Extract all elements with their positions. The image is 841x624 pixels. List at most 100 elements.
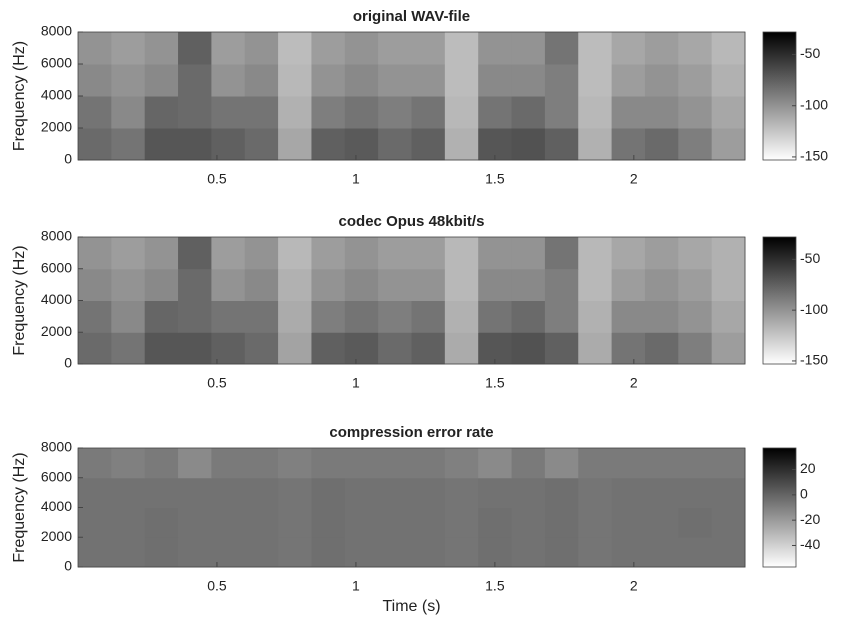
heatmap-cell bbox=[178, 96, 212, 129]
y-tick-label: 8000 bbox=[41, 23, 72, 39]
heatmap-cell bbox=[78, 64, 112, 97]
heatmap-cell bbox=[378, 32, 412, 65]
heatmap-cell bbox=[511, 477, 546, 508]
heatmap-cell bbox=[378, 237, 412, 270]
x-tick-label: 0.5 bbox=[207, 375, 227, 391]
heatmap-cell bbox=[644, 128, 679, 161]
heatmap-cell bbox=[544, 64, 579, 97]
heatmap-cell bbox=[544, 477, 579, 508]
heatmap-cell bbox=[78, 300, 112, 333]
colorbar-tick-label: -150 bbox=[800, 352, 828, 368]
heatmap-cell bbox=[344, 507, 379, 538]
heatmap-cell bbox=[111, 32, 146, 65]
heatmap-cell bbox=[211, 448, 246, 479]
heatmap-cell bbox=[311, 96, 346, 129]
heatmap-cell bbox=[178, 237, 212, 270]
heatmap-cell bbox=[644, 64, 679, 97]
heatmap-cell bbox=[478, 96, 513, 129]
y-tick-label: 4000 bbox=[41, 87, 72, 103]
heatmap-cell bbox=[111, 477, 146, 508]
heatmap-cell bbox=[178, 332, 212, 365]
heatmap-cell bbox=[278, 237, 312, 270]
heatmap-cell bbox=[678, 300, 713, 333]
heatmap-cell bbox=[78, 237, 112, 270]
heatmap-cell bbox=[278, 448, 312, 479]
heatmap-cell bbox=[378, 64, 412, 97]
heatmap-cell bbox=[444, 64, 479, 97]
heatmap-cell bbox=[444, 96, 479, 129]
heatmap-cell bbox=[511, 96, 546, 129]
heatmap-cell bbox=[611, 477, 646, 508]
heatmap-cell bbox=[544, 237, 579, 270]
heatmap-cell bbox=[678, 507, 713, 538]
y-tick-label: 2000 bbox=[41, 323, 72, 339]
heatmap-cell bbox=[678, 32, 713, 65]
heatmap-cell bbox=[678, 128, 713, 161]
heatmap-cell bbox=[411, 477, 446, 508]
heatmap-cell bbox=[244, 268, 279, 301]
heatmap-cell bbox=[111, 332, 146, 365]
heatmap-cell bbox=[711, 268, 746, 301]
colorbar-tick-label: -20 bbox=[800, 511, 820, 527]
heatmap-cell bbox=[278, 96, 312, 129]
heatmap-cell bbox=[211, 96, 246, 129]
heatmap-cell bbox=[211, 32, 246, 65]
heatmap-cell bbox=[78, 448, 112, 479]
heatmap-cell bbox=[511, 300, 546, 333]
heatmap-cell bbox=[678, 237, 713, 270]
heatmap-cell bbox=[411, 268, 446, 301]
heatmap-cell bbox=[644, 477, 679, 508]
colorbar-tick-label: 20 bbox=[800, 460, 816, 476]
heatmap-cell bbox=[478, 507, 513, 538]
heatmap-cell bbox=[444, 477, 479, 508]
heatmap-cell bbox=[644, 237, 679, 270]
heatmap-cell bbox=[511, 64, 546, 97]
heatmap-cell bbox=[478, 237, 513, 270]
heatmap-cell bbox=[411, 448, 446, 479]
y-tick-label: 2000 bbox=[41, 528, 72, 544]
heatmap-cell bbox=[478, 448, 513, 479]
heatmap-cell bbox=[578, 300, 613, 333]
heatmap-cell bbox=[378, 477, 412, 508]
x-axis-label: Time (s) bbox=[382, 598, 440, 615]
heatmap-cell bbox=[678, 332, 713, 365]
heatmap-cell bbox=[444, 300, 479, 333]
heatmap-cell bbox=[578, 96, 613, 129]
heatmap-cell bbox=[644, 32, 679, 65]
colorbar-tick-label: -50 bbox=[800, 250, 820, 266]
y-tick-label: 6000 bbox=[41, 55, 72, 71]
y-tick-label: 0 bbox=[64, 355, 72, 371]
heatmap-cell bbox=[444, 507, 479, 538]
heatmap-cell bbox=[678, 537, 713, 568]
heatmap-cell bbox=[644, 448, 679, 479]
heatmap-cell bbox=[411, 64, 446, 97]
heatmap-cell bbox=[344, 96, 379, 129]
y-tick-label: 8000 bbox=[41, 439, 72, 455]
heatmap-cell bbox=[544, 128, 579, 161]
x-tick-label: 1 bbox=[352, 578, 360, 594]
heatmap-cell bbox=[311, 537, 346, 568]
heatmap-cell bbox=[611, 32, 646, 65]
heatmap-cell bbox=[444, 537, 479, 568]
chart-title: codec Opus 48kbit/s bbox=[339, 213, 485, 230]
y-tick-label: 6000 bbox=[41, 468, 72, 484]
heatmap-cell bbox=[711, 507, 746, 538]
heatmap-cell bbox=[611, 237, 646, 270]
heatmap-cell bbox=[644, 537, 679, 568]
heatmap-cell bbox=[611, 300, 646, 333]
heatmap-cell bbox=[344, 128, 379, 161]
heatmap-cell bbox=[78, 32, 112, 65]
heatmap-cell bbox=[144, 332, 179, 365]
heatmap-cell bbox=[311, 64, 346, 97]
heatmap-cell bbox=[144, 507, 179, 538]
heatmap-cell bbox=[344, 477, 379, 508]
heatmap-cell bbox=[478, 268, 513, 301]
heatmap-cell bbox=[711, 300, 746, 333]
heatmap-cell bbox=[578, 448, 613, 479]
heatmap-cell bbox=[78, 96, 112, 129]
heatmap-cell bbox=[78, 128, 112, 161]
heatmap-cell bbox=[311, 507, 346, 538]
heatmap-cell bbox=[78, 537, 112, 568]
y-tick-label: 8000 bbox=[41, 228, 72, 244]
